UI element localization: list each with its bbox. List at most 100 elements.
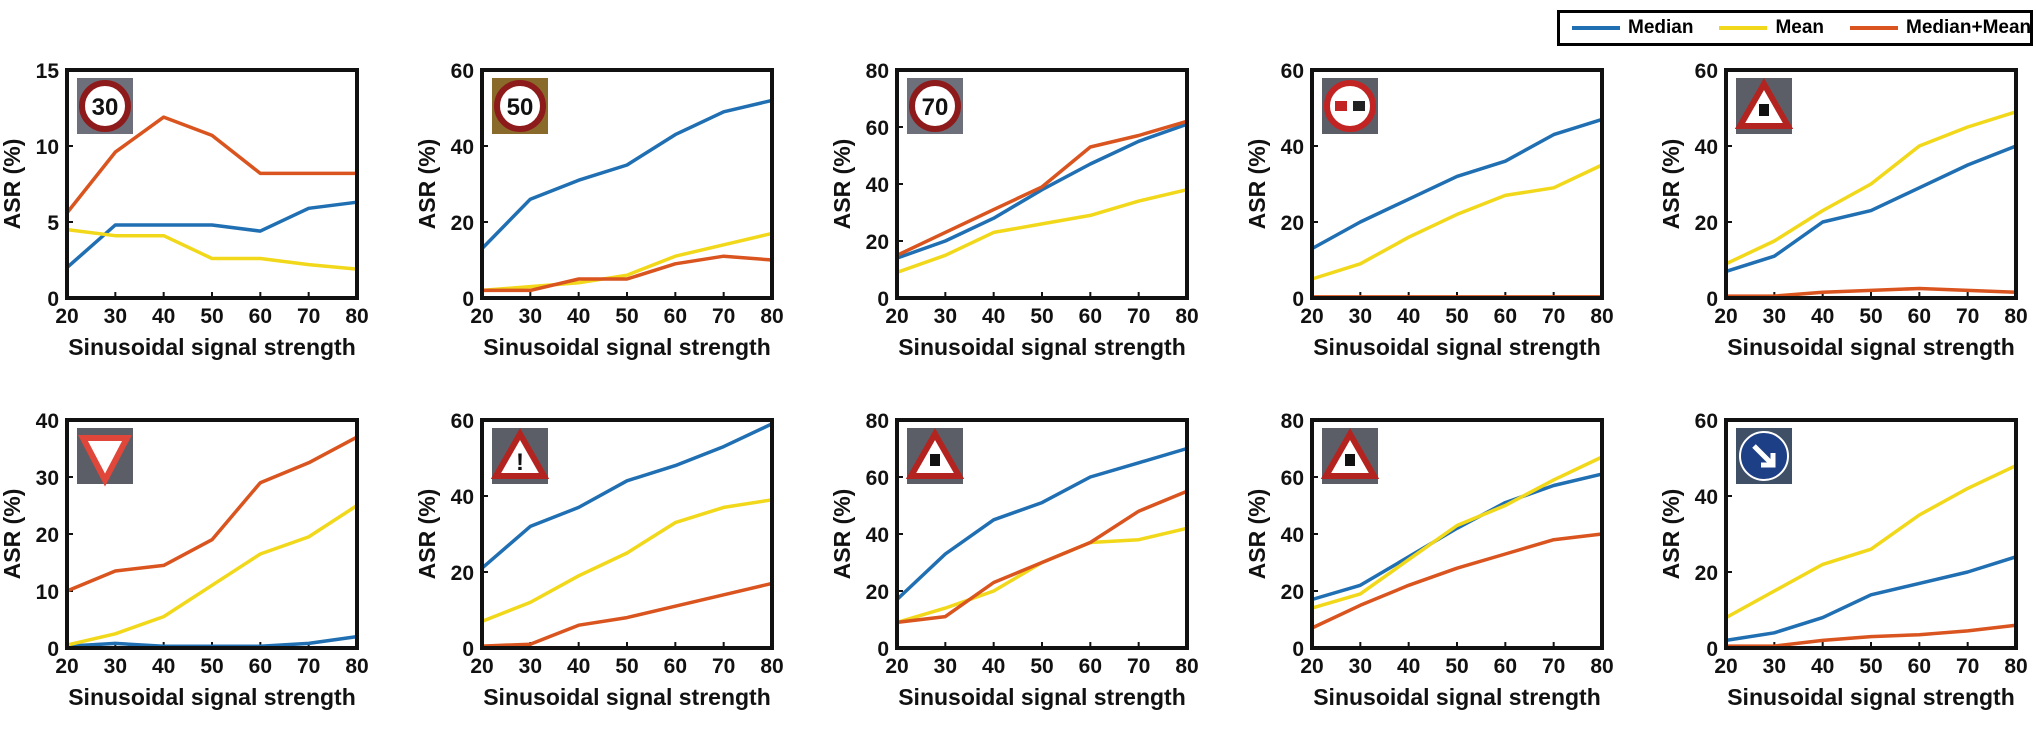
- y-axis-label: ASR (%): [1244, 489, 1270, 580]
- y-tick-label: 20: [1281, 581, 1304, 604]
- plot-frame: [1310, 418, 1604, 650]
- chart-panel-1: 0 5 10 15 20 30 40 50 60 70 80 30 Sinusoidal signal …: [0, 60, 369, 360]
- x-tick-label: 60: [1494, 655, 1517, 678]
- y-tick-label: 0: [462, 288, 474, 311]
- legend-label-mean: Mean: [1775, 17, 1825, 38]
- y-tick-label: 40: [451, 486, 474, 509]
- x-tick-label: 80: [345, 655, 368, 678]
- plot-frame: [1724, 418, 2018, 650]
- x-tick-label: 50: [615, 305, 638, 328]
- x-tick-label: 80: [1590, 305, 1613, 328]
- x-tick-label: 40: [1811, 305, 1834, 328]
- y-tick-label: 60: [866, 467, 889, 490]
- red-car-icon: [1335, 101, 1347, 111]
- y-axis-label: ASR (%): [414, 139, 440, 230]
- x-axis-label: Sinusoidal signal strength: [1727, 334, 2015, 360]
- y-tick-label: 60: [1695, 60, 1718, 83]
- x-tick-label: 70: [712, 305, 735, 328]
- arrow-icon: [1752, 444, 1776, 468]
- x-axis-label: Sinusoidal signal strength: [483, 334, 771, 360]
- x-tick-label: 50: [1859, 655, 1882, 678]
- x-tick-label: 70: [1956, 655, 1979, 678]
- x-tick-label: 40: [982, 655, 1005, 678]
- x-tick-label: 50: [1445, 655, 1468, 678]
- x-tick-label: 20: [885, 305, 908, 328]
- plot-frame: [1724, 68, 2018, 300]
- x-tick-label: 20: [1300, 305, 1323, 328]
- y-tick-label: 20: [866, 581, 889, 604]
- y-tick-label: 40: [1281, 524, 1304, 547]
- series-line-median-mean: [66, 435, 358, 593]
- y-tick-label: 20: [1695, 212, 1718, 235]
- x-tick-label: 70: [297, 305, 320, 328]
- x-axis-label: Sinusoidal signal strength: [1727, 684, 2015, 710]
- series-line-mean: [66, 227, 358, 271]
- series-line-median: [65, 200, 358, 269]
- x-tick-label: 40: [152, 655, 175, 678]
- plot-frame: [480, 418, 774, 650]
- x-tick-label: 70: [1127, 655, 1150, 678]
- x-tick-label: 40: [1811, 655, 1834, 678]
- plot-frame: [65, 418, 359, 650]
- x-tick-label: 60: [249, 305, 272, 328]
- y-tick-label: 20: [451, 562, 474, 585]
- x-tick-label: 80: [1175, 655, 1198, 678]
- y-tick-label: 20: [36, 524, 59, 547]
- x-tick-label: 20: [470, 305, 493, 328]
- x-tick-label: 30: [934, 305, 957, 328]
- x-tick-label: 20: [55, 655, 78, 678]
- sign-pictogram-icon: [930, 454, 940, 466]
- x-tick-label: 20: [1714, 655, 1737, 678]
- x-tick-label: 50: [200, 305, 223, 328]
- x-tick-label: 30: [104, 305, 127, 328]
- y-tick-label: 20: [1695, 562, 1718, 585]
- x-axis-label: Sinusoidal signal strength: [1313, 684, 1601, 710]
- series-line-median: [1725, 144, 2017, 274]
- legend-item-median: Median: [1572, 17, 1693, 39]
- x-tick-label: 80: [1175, 305, 1198, 328]
- x-tick-label: 80: [760, 655, 783, 678]
- sign-number: 50: [507, 94, 534, 121]
- x-axis-label: Sinusoidal signal strength: [1313, 334, 1601, 360]
- x-tick-label: 50: [1445, 305, 1468, 328]
- y-tick-label: 40: [1281, 136, 1304, 159]
- y-tick-label: 60: [1281, 467, 1304, 490]
- x-tick-label: 60: [664, 305, 687, 328]
- y-tick-label: 0: [1292, 638, 1304, 661]
- sign-ring-icon: [909, 80, 961, 132]
- y-tick-label: 0: [47, 638, 59, 661]
- series-line-mean: [896, 526, 1188, 625]
- x-tick-label: 30: [519, 305, 542, 328]
- x-tick-label: 70: [1542, 305, 1565, 328]
- plot-frame: [1310, 68, 1604, 300]
- y-axis-label: ASR (%): [829, 139, 855, 230]
- series-line-median: [895, 446, 1188, 601]
- series-line-median-mean: [896, 489, 1188, 625]
- x-tick-label: 40: [567, 655, 590, 678]
- x-tick-label: 30: [934, 655, 957, 678]
- series-line-mean: [66, 504, 358, 647]
- y-tick-label: 0: [1706, 288, 1718, 311]
- sign-symbol: !: [516, 449, 524, 476]
- y-axis-label: ASR (%): [1658, 489, 1684, 580]
- plot-frame: [895, 68, 1189, 300]
- x-tick-label: 20: [1300, 655, 1323, 678]
- y-axis-label: ASR (%): [0, 489, 25, 580]
- x-axis-label: Sinusoidal signal strength: [68, 334, 356, 360]
- x-tick-label: 50: [200, 655, 223, 678]
- x-tick-label: 20: [55, 305, 78, 328]
- x-tick-label: 30: [519, 655, 542, 678]
- x-tick-label: 40: [1397, 305, 1420, 328]
- x-tick-label: 20: [470, 655, 493, 678]
- legend-item-median-mean: Median+Mean: [1850, 17, 2031, 39]
- x-tick-label: 50: [1859, 305, 1882, 328]
- x-tick-label: 60: [1908, 655, 1931, 678]
- series-line-mean: [1725, 110, 2017, 266]
- series-line-mean: [1311, 455, 1603, 610]
- y-tick-label: 60: [451, 60, 474, 83]
- x-tick-label: 80: [2004, 305, 2027, 328]
- y-tick-label: 5: [47, 212, 59, 235]
